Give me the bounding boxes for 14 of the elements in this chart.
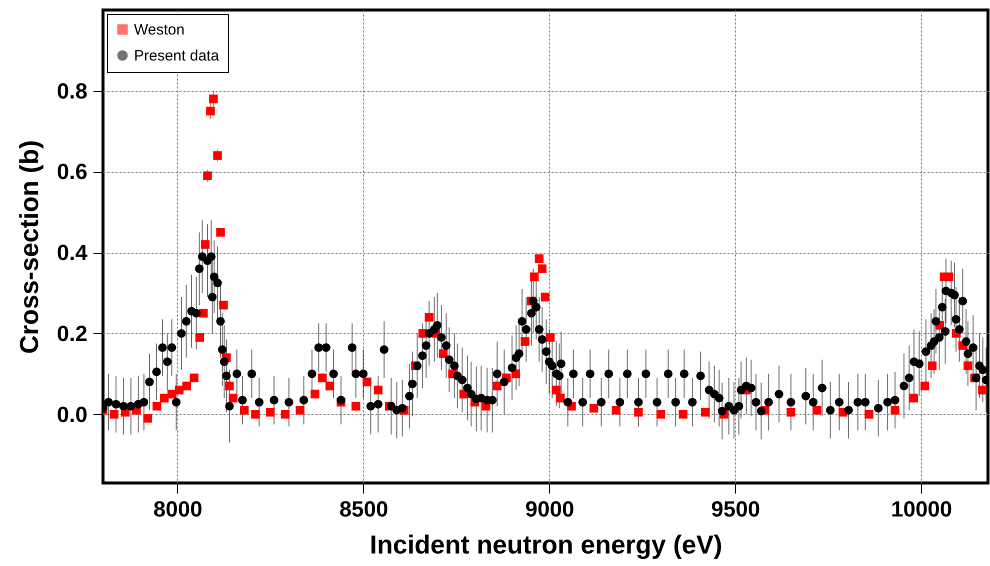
- x-tick-label: 8500: [339, 496, 388, 522]
- y-tick-label: 0.4: [56, 240, 88, 266]
- legend-label: Weston: [134, 22, 185, 38]
- y-tick-label: 0.8: [56, 78, 88, 104]
- y-tick-label: 0.2: [56, 320, 88, 346]
- x-tick-label: 8000: [153, 496, 202, 522]
- y-tick-label: 0.6: [56, 159, 88, 184]
- x-tick-label: 9000: [525, 496, 574, 522]
- x-axis-title: Incident neutron energy (eV): [370, 530, 722, 560]
- y-axis-title: Cross-section (b): [14, 140, 44, 354]
- legend-label: Present data: [134, 48, 220, 64]
- x-tick-label: 10000: [890, 496, 952, 522]
- x-tick-label: 9500: [711, 496, 760, 522]
- y-tick-label: 0.0: [56, 402, 88, 427]
